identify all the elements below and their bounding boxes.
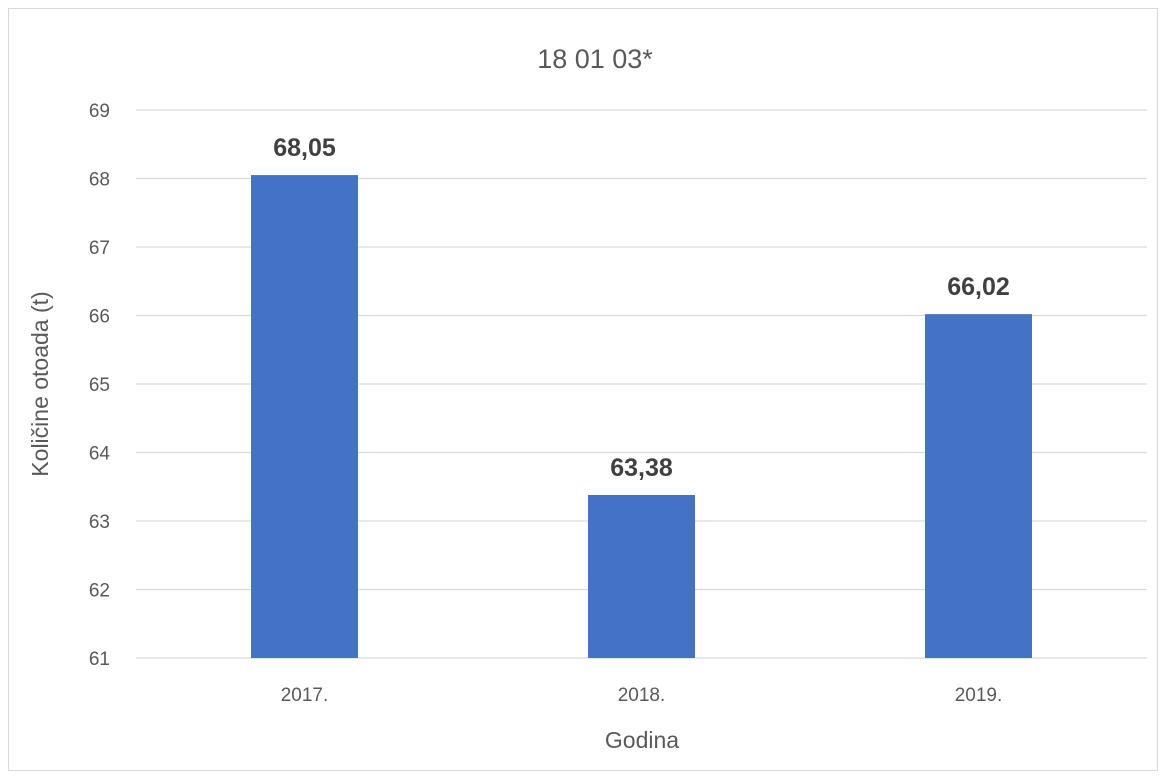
y-tick-label: 69 xyxy=(89,101,110,122)
x-axis-ticks: 2017. 2018. 2019. xyxy=(281,685,1003,706)
x-tick-label: 2017. xyxy=(281,685,329,706)
data-label: 66,02 xyxy=(947,273,1010,301)
data-label: 63,38 xyxy=(610,454,673,482)
data-labels: 68,05 63,38 66,02 xyxy=(273,134,1010,482)
x-tick-label: 2018. xyxy=(618,685,666,706)
y-tick-label: 64 xyxy=(89,444,111,465)
x-axis-title: Godina xyxy=(605,727,679,753)
y-axis-title: Količine otoada (t) xyxy=(27,291,53,476)
bar-2019 xyxy=(925,314,1032,658)
y-tick-label: 68 xyxy=(89,170,110,191)
x-tick-label: 2019. xyxy=(955,685,1003,706)
y-tick-label: 66 xyxy=(89,307,110,328)
y-tick-label: 63 xyxy=(89,512,110,533)
bars xyxy=(251,175,1032,658)
bar-2017 xyxy=(251,175,358,658)
y-tick-label: 67 xyxy=(89,238,110,259)
y-tick-label: 61 xyxy=(89,649,110,670)
y-tick-label: 65 xyxy=(89,375,110,396)
y-axis-ticks: 61 62 63 64 65 66 67 68 69 xyxy=(89,101,111,670)
y-tick-label: 62 xyxy=(89,581,110,602)
bar-2018 xyxy=(588,494,695,658)
chart-title: 18 01 03* xyxy=(537,44,653,74)
data-label: 68,05 xyxy=(273,134,336,162)
